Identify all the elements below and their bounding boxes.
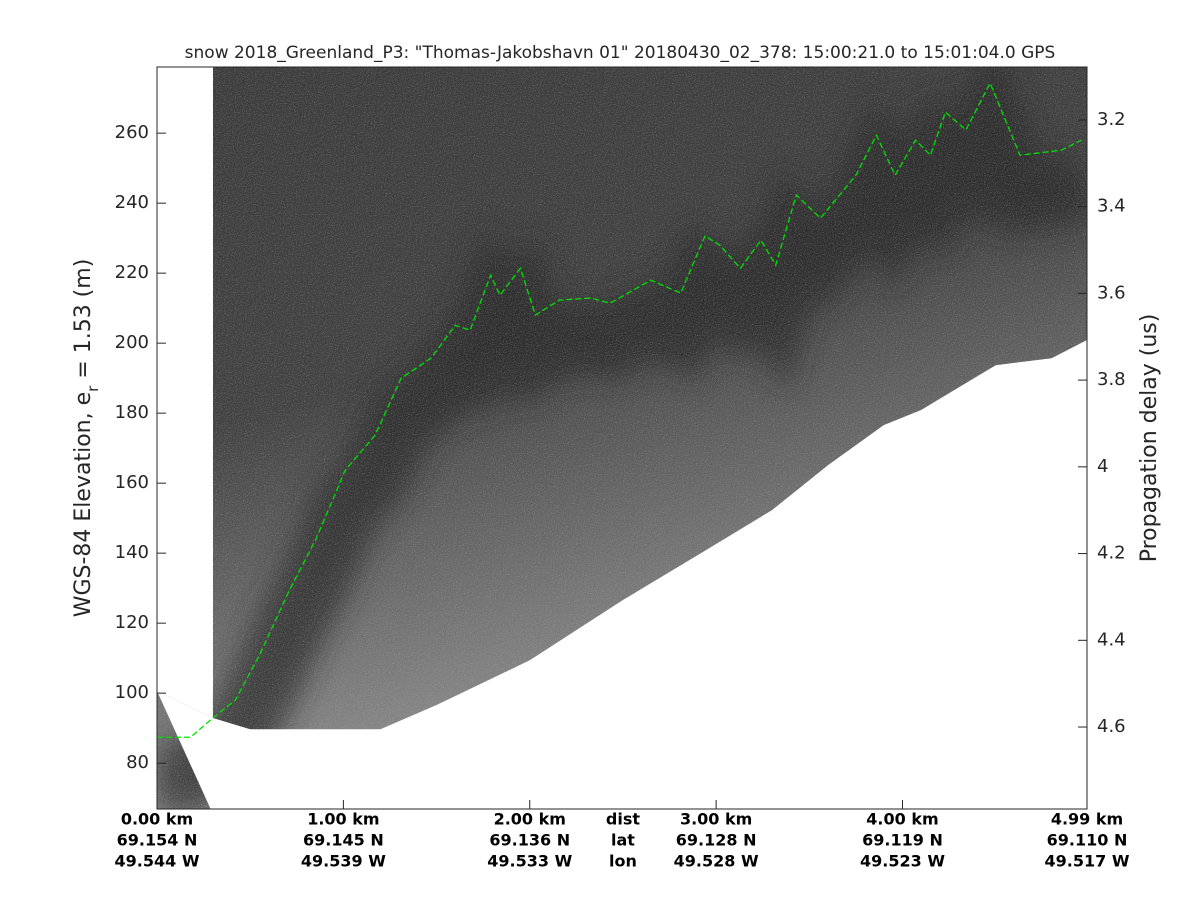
y-axis-label-text: WGS-84 Elevation, e (71, 392, 96, 617)
y-axis-label-subscript: r (84, 385, 102, 392)
y-axis-label: WGS-84 Elevation, er = 1.53 (m) (71, 259, 102, 618)
x-tick-lat: 69.145 N (303, 831, 384, 850)
x-tick-lat: 69.119 N (862, 831, 943, 850)
x-tick-lon: 49.539 W (301, 852, 386, 871)
x-tick-lat: 69.128 N (676, 831, 757, 850)
y2-axis-label: Propagation delay (us) (1137, 314, 1162, 563)
x-tick-lat: 69.110 N (1047, 831, 1128, 850)
y-tick-label: 200 (115, 332, 149, 353)
x-tick-lon: 49.528 W (674, 852, 759, 871)
y-tick-label: 180 (115, 402, 149, 423)
x-tick-lon: 49.533 W (487, 852, 572, 871)
y2-tick-label: 4 (1097, 456, 1108, 477)
no-data-below (157, 340, 1087, 809)
y-tick-label: 120 (115, 612, 149, 633)
x-tick-label: 4.00 km (866, 810, 938, 829)
x-tick-label: 1.00 km (307, 810, 379, 829)
x-tick-label: 0.00 km (121, 810, 193, 829)
y2-tick-label: 3.4 (1097, 196, 1126, 217)
x-tick-label: 2.00 km (494, 810, 566, 829)
x-tick-lat: 69.154 N (117, 831, 198, 850)
y2-tick-label: 4.6 (1097, 716, 1126, 737)
y2-tick-label: 3.8 (1097, 369, 1126, 390)
x-row-name: lat (611, 831, 635, 850)
surface-line (157, 81, 1082, 738)
axes-box (156, 66, 1088, 810)
y-tick-label: 260 (115, 122, 149, 143)
y-tick-label: 160 (115, 472, 149, 493)
y-tick-label: 80 (126, 752, 149, 773)
y-tick-label: 140 (115, 542, 149, 563)
y2-tick-label: 3.2 (1097, 109, 1126, 130)
x-tick-lon: 49.523 W (860, 852, 945, 871)
x-tick-lon: 49.517 W (1045, 852, 1130, 871)
x-tick-label: 3.00 km (680, 810, 752, 829)
x-tick-lat: 69.136 N (489, 831, 570, 850)
y-tick-label: 220 (115, 262, 149, 283)
x-tick-lon: 49.544 W (115, 852, 200, 871)
y2-tick-label: 4.4 (1097, 629, 1126, 650)
y-tick-label: 240 (115, 192, 149, 213)
x-row-name: lon (609, 852, 637, 871)
y-tick-label: 100 (115, 682, 149, 703)
plot-area (157, 67, 1087, 809)
y-axis-label-suffix: = 1.53 (m) (71, 259, 96, 386)
y2-tick-label: 4.2 (1097, 543, 1126, 564)
chart-title: snow 2018_Greenland_P3: "Thomas-Jakobsha… (185, 43, 1056, 63)
y2-tick-label: 3.6 (1097, 282, 1126, 303)
no-data-gap-edge (157, 67, 213, 718)
x-row-name: dist (606, 810, 640, 829)
x-tick-label: 4.99 km (1051, 810, 1123, 829)
